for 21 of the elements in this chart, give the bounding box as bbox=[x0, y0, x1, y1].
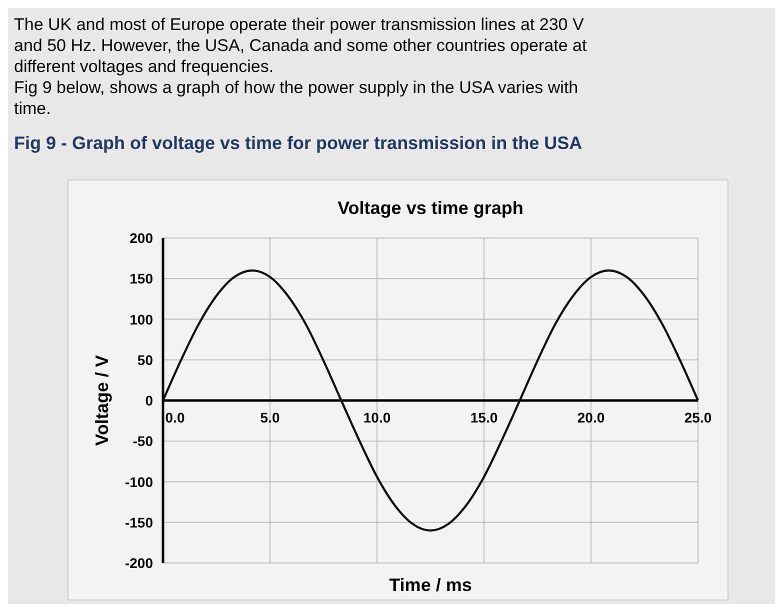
x-tick-label: 10.0 bbox=[363, 410, 391, 426]
caption: Fig 9 - Graph of voltage vs time for power transmission in the USA bbox=[14, 133, 582, 153]
x-tick-label: 15.0 bbox=[470, 410, 498, 426]
x-tick-label: 25.0 bbox=[684, 410, 712, 426]
chart-title: Voltage vs time graph bbox=[338, 198, 524, 218]
x-axis-title: Time / ms bbox=[389, 575, 472, 595]
y-tick-label: -200 bbox=[124, 555, 154, 571]
y-tick-label: -100 bbox=[124, 474, 154, 490]
y-tick-label: 200 bbox=[130, 230, 154, 246]
x-tick-label: 5.0 bbox=[260, 410, 280, 426]
y-axis-title: Voltage / V bbox=[92, 355, 112, 446]
caption: Fig 9 below, shows a graph of how the power supply in the USA varies with time. bbox=[14, 78, 578, 118]
x-tick-label: 0.0 bbox=[165, 410, 185, 426]
y-tick-label: 100 bbox=[130, 311, 154, 328]
y-tick-label: 150 bbox=[130, 270, 154, 287]
text: The UK and most of Europe operate their power transmission lines at 230 V and 50 Hz. However, the USA, Canada and some other countries operate at different voltages and frequencies. bbox=[14, 15, 587, 76]
y-tick-label: 0 bbox=[145, 392, 154, 408]
y-tick-label: -150 bbox=[124, 514, 154, 530]
x-tick-label: 20.0 bbox=[577, 410, 605, 426]
y-tick-label: -50 bbox=[132, 433, 154, 450]
y-tick-label: 50 bbox=[137, 352, 154, 368]
